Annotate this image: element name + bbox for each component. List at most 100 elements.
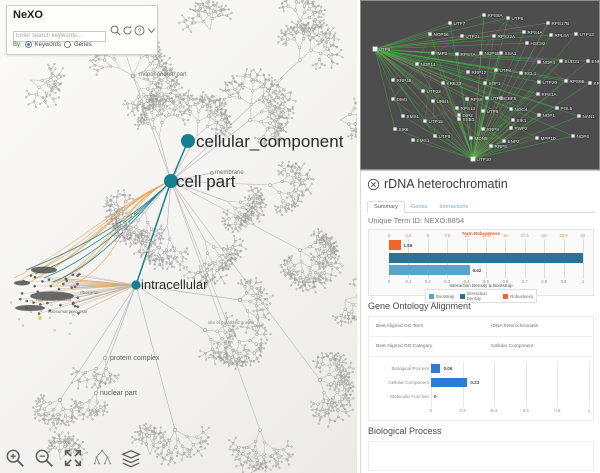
tab-summary[interactable]: Summary [367, 201, 405, 213]
gene-node-label[interactable]: RPS1A [541, 91, 557, 97]
gene-node-label[interactable]: UTP5 [486, 108, 499, 114]
gene-node-label[interactable]: NAN1 [582, 113, 595, 119]
gene-node-label[interactable]: RCL1 [524, 70, 537, 76]
refresh-icon[interactable] [121, 24, 134, 37]
gene-node-label[interactable]: RPS7A [460, 51, 476, 57]
gene-node-label[interactable]: CBF5 [504, 95, 517, 101]
gene-node-label[interactable]: URB1 [436, 98, 449, 104]
zoom-out-icon[interactable] [33, 447, 55, 469]
gene-node-label[interactable]: KRI1 [593, 80, 600, 86]
search-panel[interactable]: NeXO ? By: [6, 5, 158, 55]
gene-node-label[interactable]: NOP1 [542, 112, 556, 118]
gene-node-label[interactable]: NOP58 [484, 50, 500, 56]
go-key-term: Best Aligned GO Term [376, 324, 424, 329]
legend-item[interactable]: Interaction Density [460, 291, 497, 301]
tab-genes[interactable]: Genes [410, 204, 428, 210]
search-icon[interactable] [109, 24, 122, 37]
zoom-in-icon[interactable] [4, 447, 26, 469]
gene-node-label[interactable]: DIM1 [396, 96, 408, 102]
chevron-down-icon[interactable] [145, 24, 158, 37]
gene-node-label[interactable]: UTP4 [499, 67, 512, 73]
tab-interactions[interactable]: Interactions [439, 204, 469, 210]
gene-node-label[interactable]: RPS9B [569, 78, 585, 84]
gene-node-label[interactable]: RRP6 [494, 143, 507, 149]
gene-node-label[interactable]: UTP20 [542, 79, 557, 85]
gene-node-label[interactable]: ENP1 [591, 58, 600, 64]
gene-node-label[interactable]: NOP4 [542, 59, 556, 65]
ontology-tree-canvas[interactable]: mitochondrial part membrane protein comp… [0, 0, 357, 473]
canvas-toolbar[interactable] [4, 447, 142, 469]
gene-node-label[interactable]: RRP45 [396, 77, 412, 83]
gene-node-label[interactable]: SSB1 [462, 116, 475, 122]
chart-top-tick: 20 [541, 233, 547, 238]
gene-node-label[interactable]: RPL4A [554, 32, 570, 38]
gene-node-label[interactable]: UTP21 [465, 33, 480, 39]
gene-node-label[interactable]: RPS8 [470, 96, 483, 102]
chart-bottom-tick: 0 [387, 279, 391, 284]
gene-node-label[interactable]: UTP10 [476, 156, 491, 162]
gene-node-label[interactable]: SSA1 [504, 50, 517, 56]
legend-item[interactable]: Bootstrap [429, 293, 454, 299]
gene-node-label[interactable]: KRE33 [446, 80, 462, 86]
gene-node-label[interactable]: UTP6 [511, 15, 524, 21]
gene-node-label[interactable]: IMP3 [436, 50, 448, 56]
go-key-category: Best Aligned GO Category [376, 344, 433, 349]
gene-node-label[interactable]: NOP14 [420, 61, 436, 67]
gene-node-label[interactable]: UTP7 [453, 20, 466, 26]
search-mode-group[interactable]: By: Keywords Genes [13, 41, 92, 48]
gene-node-label[interactable]: RPS22A [497, 33, 516, 39]
layers-icon[interactable] [120, 447, 142, 469]
legend-item[interactable]: Robustness [503, 293, 533, 299]
search-row: ? [13, 24, 156, 42]
gene-node-label[interactable]: UTP22 [426, 88, 441, 94]
help-icon[interactable]: ? [133, 24, 146, 37]
gene-node-label[interactable]: UTP15 [428, 118, 443, 124]
gene-node-label[interactable]: UTP18 [490, 95, 505, 101]
gene-node-label[interactable]: RPS13 [460, 105, 476, 111]
gene-node-label[interactable]: MPP10 [540, 135, 556, 141]
radio-keywords[interactable] [24, 41, 32, 48]
tree-graph [9, 0, 357, 473]
chart-top-tick: 5 [426, 233, 429, 238]
gene-node-label[interactable]: NOC4 [514, 106, 528, 112]
go-bar [431, 378, 468, 387]
search-input[interactable] [13, 30, 106, 42]
gene-node-label[interactable]: RRP12 [471, 69, 487, 75]
gene-node-label[interactable]: RPS8A [487, 12, 503, 18]
gene-node-label[interactable]: RRP9 [486, 126, 499, 132]
gene-node-label[interactable]: UTP8 [438, 133, 451, 139]
gene-node-label[interactable]: RPS4A [527, 29, 543, 35]
gene-node-label[interactable]: HSC82 [530, 40, 546, 46]
gene-node-label[interactable]: NOP6 [576, 133, 590, 139]
gene-node-label[interactable]: DIP2 [462, 112, 473, 118]
gene-node-label[interactable]: SIK1 [516, 117, 527, 123]
chart-gridline [583, 239, 584, 278]
radio-genes[interactable] [64, 41, 72, 48]
tree-node-label-intracellular: intracellular [141, 277, 208, 292]
gene-node-label[interactable]: RPS17B [551, 20, 570, 26]
gene-node-label[interactable]: NOP56 [433, 31, 449, 37]
gene-node-label[interactable]: UTP9 [378, 46, 391, 52]
gene-node-label[interactable]: POL5 [560, 105, 573, 111]
radio-genes-label: Genes [74, 41, 92, 48]
close-circle-icon[interactable] [367, 178, 380, 191]
go-category-label: Cellular Component [388, 380, 429, 385]
gene-node-label[interactable]: BUD21 [564, 58, 580, 64]
gene-interaction-network[interactable]: UTP9 UTP10 UTP7 RPS8A UTP6 RPS17B NOP56 UTP21 RP… [360, 0, 600, 170]
gene-node-label[interactable]: ENP2 [507, 138, 520, 144]
gene-node-label[interactable]: BMS1 [406, 113, 420, 119]
network-fit-icon[interactable] [91, 447, 113, 469]
gene-node-label[interactable]: UTP13 [579, 31, 594, 37]
gene-node-label[interactable]: MDN5 [474, 135, 488, 141]
gene-node-label[interactable]: SIK6 [398, 126, 409, 132]
chart-bar-value: 1.59 [403, 243, 413, 248]
gene-node-label[interactable]: PWP2 [514, 125, 528, 131]
tab-bar[interactable]: Summary Genes Interactions [367, 198, 595, 213]
chart-bar [389, 240, 402, 250]
expand-arrows-icon[interactable] [62, 447, 84, 469]
chart-bottom-tick: 0.6 [502, 279, 509, 284]
gene-node-label[interactable]: SOF1 [488, 80, 501, 86]
go-category-label: Biological Process [391, 366, 429, 371]
chart-top-tick: 0 [387, 233, 391, 238]
gene-node-label[interactable]: EMG1 [416, 137, 430, 143]
